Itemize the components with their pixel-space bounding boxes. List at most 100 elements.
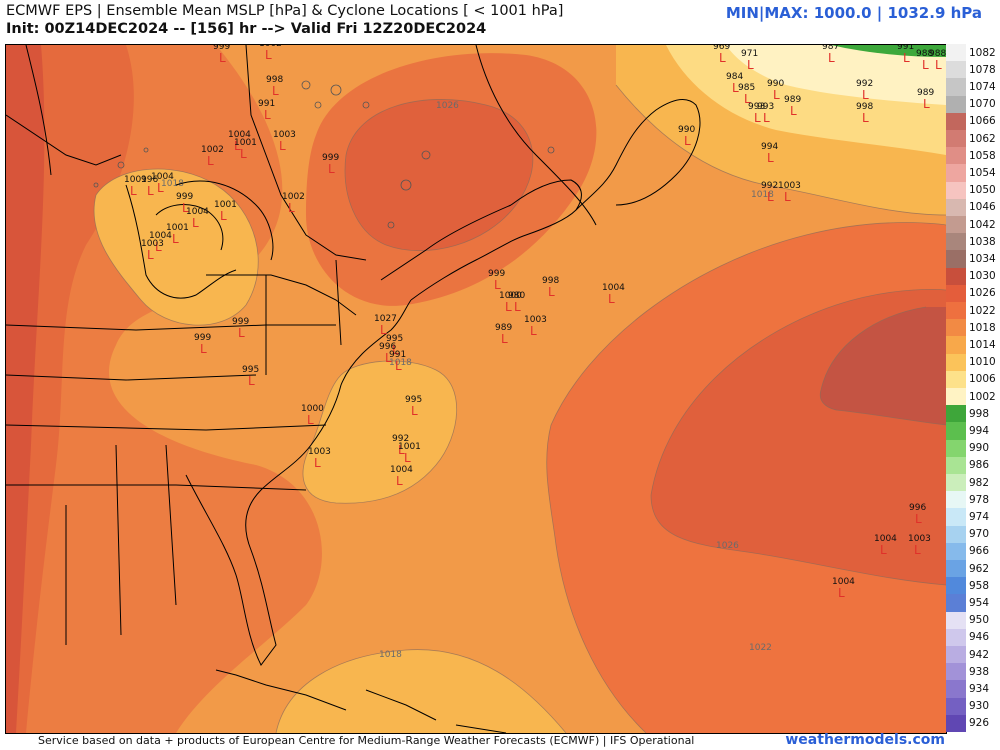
colorbar-swatch [946,577,966,595]
colorbar-level-label: 1046 [969,201,996,214]
cyclone-low-marker: L [411,404,418,418]
brand-link[interactable]: weathermodels.com [785,732,945,748]
cyclone-pressure-label: 998 [266,75,283,85]
pressure-field-1010-caribbean [276,649,566,733]
colorbar-level-label: 982 [969,476,990,489]
isobar-label: 1018 [161,179,184,189]
colorbar-level-label: 994 [969,425,990,437]
colorbar-level-label: 1034 [969,253,996,265]
footer-credit: Service based on data + products of Euro… [38,734,695,747]
colorbar-level-label: 962 [969,562,990,575]
colorbar-level-label: 1082 [969,46,996,59]
colorbar-level-label: 1010 [969,356,996,369]
cyclone-low-marker: L [392,343,399,357]
cyclone-low-marker: L [272,84,279,98]
colorbar-level-label: 1014 [969,339,996,351]
cyclone-low-marker: L [719,51,726,65]
cyclone-low-marker: L [767,151,774,165]
cyclone-low-marker: L [922,58,929,72]
colorbar-level-label: 1050 [969,184,996,197]
colorbar-swatch [946,302,966,320]
cyclone-low-marker: L [514,300,521,314]
isobar-label: 1018 [379,650,402,660]
colorbar-level-label: 978 [969,493,990,506]
cyclone-low-marker: L [147,184,154,198]
cyclone-low-marker: L [608,292,615,306]
cyclone-low-marker: L [732,81,739,95]
cyclone-low-marker: L [754,111,761,125]
cyclone-pressure-label: 1003 [524,315,547,325]
cyclone-pressure-label: 989 [917,88,934,98]
cyclone-low-marker: L [684,134,691,148]
cyclone-low-marker: L [288,201,295,215]
colorbar-swatch [946,422,966,441]
colorbar-level-label: 1062 [969,132,996,145]
colorbar-swatch [946,439,966,458]
cyclone-pressure-label: 985 [738,83,755,93]
colorbar-level-label: 946 [969,631,990,644]
cyclone-pressure-label: 993 [748,102,765,112]
pressure-field-1010-offshore [303,360,457,504]
colorbar-swatch [946,405,966,423]
colorbar-swatch [946,147,966,165]
colorbar-swatch [946,560,966,578]
cyclone-low-marker: L [915,512,922,526]
colorbar-swatch [946,508,966,527]
pressure-field-1030-west [6,45,45,733]
cyclone-pressure-label: 1003 [273,130,296,140]
cyclone-low-marker: L [530,324,537,338]
colorbar-level-label: 966 [969,545,990,558]
cyclone-low-marker: L [396,474,403,488]
cyclone-low-marker: L [220,209,227,223]
cyclone-low-marker: L [238,326,245,340]
colorbar-swatch [946,388,966,406]
coastlines [6,45,701,733]
colorbar-level-label: 942 [969,648,990,661]
pressure-field-1026-quebec [345,99,533,251]
cyclone-low-marker: L [234,139,241,153]
colorbar-level-label: 986 [969,459,990,472]
colorbar-swatch [946,233,966,251]
cyclone-pressure-label: 1001 [234,138,257,148]
cyclone-pressure-label: 1004 [832,577,855,587]
colorbar-swatch [946,680,966,699]
cyclone-pressure-label: 969 [713,45,730,52]
cyclone-pressure-label: 1004 [228,130,251,140]
cyclone-pressure-label: 995 [242,365,259,375]
cyclone-pressure-label: 999 [232,317,249,327]
cyclone-low-marker: L [207,154,214,168]
cyclone-low-marker: L [147,248,154,262]
cyclone-low-marker: L [200,342,207,356]
cyclone-low-marker: L [395,359,402,373]
cyclone-low-marker: L [494,278,501,292]
cyclone-pressure-label: 991 [897,45,914,52]
cyclone-low-marker: L [880,543,887,557]
pressure-field-998-nf [831,45,946,57]
cyclone-pressure-label: 995 [405,395,422,405]
cyclone-pressure-label: 998 [856,102,873,112]
map-panel: 1026 1018 1018 1018 1018 1026 1022 999L1… [5,44,947,734]
cyclone-low-marker: L [130,184,137,198]
colorbar-level-label: 998 [969,407,990,420]
cyclone-pressure-label: 984 [726,72,743,82]
cyclone-pressure-label: 990 [767,79,784,89]
cyclone-pressure-label: 992 [856,79,873,89]
cyclone-pressure-label: 1004 [390,465,413,475]
cyclone-pressure-label: 999 [176,192,193,202]
cyclone-pressure-label: 1003 [141,239,164,249]
colorbar [946,44,966,733]
cyclone-low-marker: L [328,162,335,176]
cyclone-pressure-label: 1001 [124,175,147,185]
colorbar-swatch [946,78,966,97]
colorbar-level-label: 1038 [969,235,996,248]
cyclone-low-marker: L [264,108,271,122]
colorbar-swatch [946,646,966,664]
colorbar-swatch [946,491,966,509]
cyclone-pressure-label: 989 [495,323,512,333]
colorbar-level-label: 1074 [969,81,996,93]
colorbar-level-label: 1002 [969,390,996,403]
isobar-label: 1018 [751,190,774,200]
isobar-label: 1026 [436,101,459,111]
cyclone-pressure-label: 989 [784,95,801,105]
colorbar-swatch [946,611,966,630]
